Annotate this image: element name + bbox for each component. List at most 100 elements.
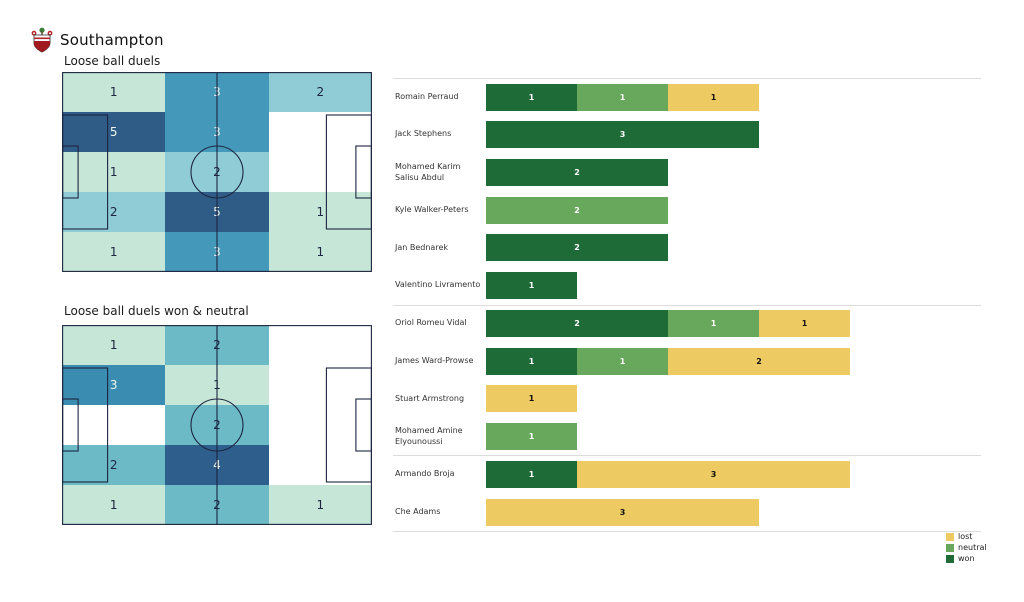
group-separator-line: [393, 304, 981, 306]
player-row: Oriol Romeu Vidal 2 1 1: [393, 309, 983, 337]
pitch-zone-cell: 1: [165, 365, 269, 405]
pitch-zone-cell: 3: [62, 365, 166, 405]
player-row: Che Adams 3: [393, 498, 983, 526]
bar-segment-lost: 3: [577, 460, 850, 488]
pitch-zone-cell: 1: [268, 485, 372, 525]
pitch-zone-cell: [268, 152, 372, 192]
legend-swatch-icon: [946, 532, 954, 541]
pitch-zone-cell: 3: [165, 72, 269, 112]
bar-segment-won: 1: [486, 347, 577, 375]
pitch-zone-cell: 5: [62, 112, 166, 152]
player-row: Jack Stephens 3: [393, 121, 983, 149]
legend-item-lost: lost: [946, 532, 987, 541]
pitch-zone-cell: 2: [165, 152, 269, 192]
legend-label: lost: [958, 532, 973, 541]
stacked-bar: 2: [486, 196, 668, 224]
player-row: Kyle Walker-Peters 2: [393, 196, 983, 224]
pitch-zone-cell: 2: [62, 192, 166, 232]
stacked-bar: 1: [486, 272, 577, 300]
player-row: James Ward-Prowse 1 1 2: [393, 347, 983, 375]
legend-label: neutral: [958, 543, 987, 552]
stacked-bar: 3: [486, 498, 759, 526]
southampton-crest-icon: [31, 27, 53, 53]
team-header: Southampton: [30, 27, 164, 53]
player-name-label: Che Adams: [395, 506, 441, 516]
legend-swatch-icon: [946, 554, 954, 563]
heatmap-title-duels: Loose ball duels: [64, 54, 161, 68]
pitch-zone-cell: 1: [62, 152, 166, 192]
player-name-label: Mohamed Amine Elyounoussi: [395, 426, 463, 446]
pitch-zone-cell: 2: [62, 445, 166, 485]
bar-segment-neutral: 1: [577, 83, 668, 111]
pitch-zone-cell: 3: [165, 232, 269, 272]
pitch-zone-cell: [268, 365, 372, 405]
pitch-zone-cell: 1: [62, 485, 166, 525]
legend-label: won: [958, 554, 975, 563]
player-row: Valentino Livramento 1: [393, 272, 983, 300]
group-separator-line: [393, 530, 981, 532]
pitch-zone-cell: 1: [62, 232, 166, 272]
bar-segment-won: 2: [486, 234, 668, 262]
bar-segment-neutral: 2: [486, 196, 668, 224]
stacked-bar: 2: [486, 234, 668, 262]
pitch-zone-cell: 1: [62, 325, 166, 365]
player-row: Stuart Armstrong 1: [393, 385, 983, 413]
pitch-zone-cell: [268, 405, 372, 445]
bar-segment-won: 2: [486, 159, 668, 186]
bar-segment-lost: 1: [668, 83, 759, 111]
player-row: Armando Broja 1 3: [393, 460, 983, 488]
bar-segment-lost: 2: [668, 347, 850, 375]
player-name-label: Armando Broja: [395, 469, 455, 479]
pitch-zone-cell: 2: [165, 325, 269, 365]
stacked-bar: 1: [486, 385, 577, 413]
player-row: Mohamed Amine Elyounoussi 1: [393, 423, 983, 451]
bar-segment-won: 3: [486, 121, 759, 149]
group-separator-line: [393, 78, 981, 80]
stacked-bar: 1: [486, 423, 577, 451]
bar-segment-lost: 3: [486, 498, 759, 526]
bar-segment-neutral: 1: [486, 423, 577, 451]
pitch-zone-cell: 1: [268, 192, 372, 232]
bar-segment-neutral: 1: [577, 347, 668, 375]
player-name-label: James Ward-Prowse: [395, 355, 474, 365]
pitch-zone-cell: [268, 325, 372, 365]
page-title: Southampton: [60, 31, 164, 49]
bar-segment-lost: 1: [759, 309, 850, 337]
legend-item-won: won: [946, 554, 987, 563]
pitch-zone-cell: 2: [268, 72, 372, 112]
pitch-zone-cell: 5: [165, 192, 269, 232]
player-name-label: Jack Stephens: [395, 129, 452, 139]
pitch-zone-cell: 1: [268, 232, 372, 272]
bar-segment-won: 2: [486, 309, 668, 337]
player-name-label: Kyle Walker-Peters: [395, 204, 469, 214]
player-name-label: Romain Perraud: [395, 91, 459, 101]
player-name-label: Jan Bednarek: [395, 242, 449, 252]
player-name-label: Stuart Armstrong: [395, 393, 465, 403]
player-name-label: Mohamed Karim Salisu Abdul: [395, 162, 461, 182]
legend-item-neutral: neutral: [946, 543, 987, 552]
bar-segment-won: 1: [486, 83, 577, 111]
bar-segment-lost: 1: [486, 385, 577, 413]
player-name-label: Valentino Livramento: [395, 280, 481, 290]
stacked-bar: 2: [486, 159, 668, 186]
player-row: Mohamed Karim Salisu Abdul 2: [393, 159, 983, 186]
pitch-zone-cell: [268, 445, 372, 485]
player-row: Romain Perraud 1 1 1: [393, 83, 983, 111]
pitch-zone-cell: 2: [165, 485, 269, 525]
chart-legend: lost neutral won: [946, 532, 987, 563]
bar-segment-won: 1: [486, 272, 577, 300]
player-row: Jan Bednarek 2: [393, 234, 983, 262]
legend-swatch-icon: [946, 543, 954, 552]
heatmap-title-won-neutral: Loose ball duels won & neutral: [64, 304, 249, 318]
stacked-bar: 3: [486, 121, 759, 149]
pitch-zone-cell: 2: [165, 405, 269, 445]
bar-segment-won: 1: [486, 460, 577, 488]
pitch-zone-cell: [268, 112, 372, 152]
pitch-zone-cell: 1: [62, 72, 166, 112]
